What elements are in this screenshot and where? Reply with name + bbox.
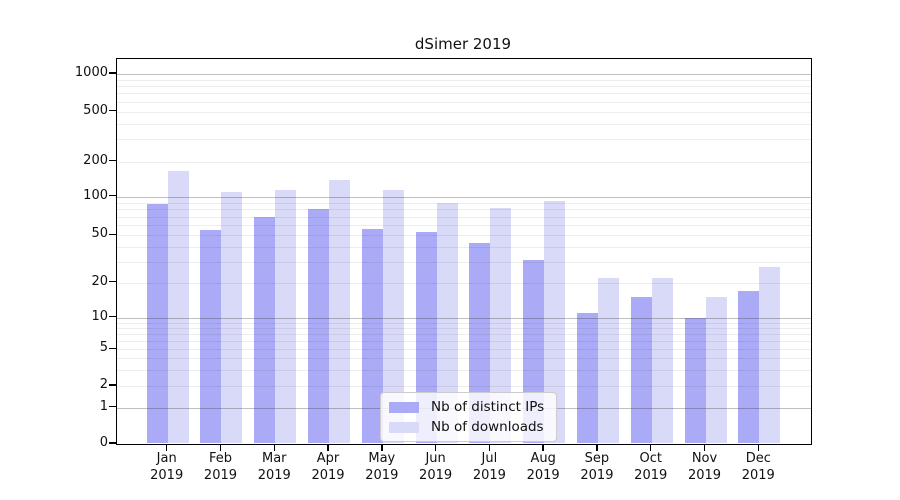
bar-distinct-ips-mar [254, 216, 276, 444]
x-tick-label-jun: Jun 2019 [419, 451, 453, 483]
bar-downloads-sep [597, 277, 619, 444]
bar-distinct-ips-may [361, 228, 383, 444]
x-tick-label-sep: Sep 2019 [580, 451, 614, 483]
bar-downloads-aug [544, 200, 566, 444]
bar-downloads-jun [436, 203, 458, 444]
x-tick-mark [488, 444, 491, 451]
bar-downloads-jan [167, 171, 189, 444]
y-tick-mark [109, 281, 116, 283]
bar-distinct-ips-apr [308, 209, 330, 444]
x-tick-mark [273, 444, 275, 451]
x-tick-mark [166, 444, 168, 451]
bar-downloads-jul [490, 207, 512, 444]
y-tick-mark [109, 109, 116, 112]
legend-item-downloads: Nb of downloads [389, 419, 544, 435]
bar-downloads-may [382, 189, 404, 444]
y-tick-label-500: 500 [83, 102, 108, 118]
plot-area [116, 58, 812, 445]
x-tick-mark [219, 444, 222, 451]
y-tick-label-50: 50 [91, 226, 108, 242]
chart-title: dSimer 2019 [414, 35, 512, 53]
x-tick-label-apr: Apr 2019 [311, 451, 345, 483]
x-tick-mark [703, 444, 706, 451]
bars-layer [117, 59, 811, 444]
x-tick-label-dec: Dec 2019 [741, 451, 775, 483]
y-tick-mark [109, 72, 116, 74]
y-tick-mark [109, 160, 116, 162]
x-tick-label-may: May 2019 [365, 451, 399, 483]
y-tick-mark [109, 406, 116, 408]
x-tick-label-aug: Aug 2019 [526, 451, 560, 483]
y-tick-label-5: 5 [99, 340, 108, 356]
y-tick-mark [109, 442, 116, 444]
x-tick-mark [327, 444, 329, 451]
bar-distinct-ips-jan [146, 203, 168, 444]
bar-downloads-oct [651, 277, 673, 444]
y-tick-mark [109, 195, 116, 197]
bar-downloads-feb [221, 191, 243, 444]
legend-label: Nb of distinct IPs [431, 399, 545, 415]
x-tick-mark [381, 444, 383, 451]
x-tick-mark [434, 444, 437, 451]
y-tick-mark [109, 233, 116, 235]
y-tick-mark [109, 316, 116, 318]
x-tick-label-mar: Mar 2019 [257, 451, 291, 483]
x-tick-mark [757, 444, 759, 451]
y-tick-label-2: 2 [99, 377, 108, 392]
bar-distinct-ips-nov [684, 317, 706, 444]
legend-swatch-distinct-ips-icon [389, 401, 419, 413]
bar-downloads-nov [705, 297, 727, 444]
y-tick-label-200: 200 [83, 152, 108, 168]
legend-item-distinct-ips: Nb of distinct IPs [389, 399, 544, 415]
legend-label: Nb of downloads [431, 419, 544, 435]
bar-distinct-ips-feb [200, 229, 222, 444]
bar-distinct-ips-oct [630, 297, 652, 444]
x-tick-label-nov: Nov 2019 [687, 451, 722, 483]
legend: Nb of distinct IPs Nb of downloads [380, 392, 558, 442]
legend-swatch-downloads-icon [389, 421, 419, 433]
bar-distinct-ips-dec [738, 290, 760, 444]
bar-distinct-ips-jun [415, 232, 437, 444]
x-tick-label-feb: Feb 2019 [203, 451, 238, 483]
bar-downloads-dec [759, 267, 781, 444]
bar-distinct-ips-sep [576, 312, 598, 444]
y-tick-label-10: 10 [91, 308, 108, 324]
x-tick-label-jul: Jul 2019 [472, 451, 506, 483]
x-tick-label-oct: Oct 2019 [634, 451, 668, 483]
bar-downloads-apr [329, 179, 351, 444]
x-tick-label-jan: Jan 2019 [150, 451, 184, 483]
x-tick-mark [596, 444, 598, 451]
y-tick-label-0: 0 [99, 435, 108, 450]
y-tick-label-100: 100 [83, 187, 108, 203]
y-tick-label-1: 1 [99, 398, 108, 414]
y-tick-label-20: 20 [91, 273, 108, 289]
bar-downloads-mar [275, 189, 297, 444]
x-tick-mark [650, 444, 652, 451]
y-tick-mark [109, 384, 116, 386]
y-tick-label-1000: 1000 [74, 65, 108, 80]
y-tick-mark [109, 347, 116, 349]
x-tick-mark [542, 444, 544, 451]
